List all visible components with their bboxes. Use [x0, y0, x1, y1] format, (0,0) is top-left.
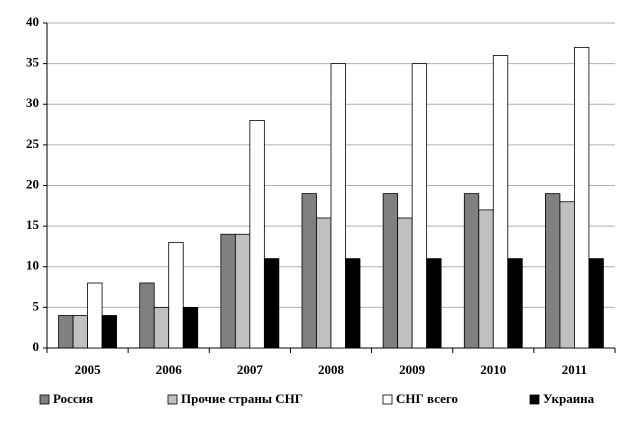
- bar: [588, 258, 604, 349]
- bar: [463, 193, 480, 349]
- x-tick-label: 2005: [75, 362, 102, 377]
- bar: [301, 193, 317, 349]
- bar: [316, 217, 332, 349]
- bar: [249, 120, 265, 349]
- bar: [507, 258, 523, 349]
- x-tick-label: 2006: [156, 362, 183, 377]
- y-tick-label: 25: [26, 136, 40, 151]
- bar: [559, 201, 575, 349]
- bar: [382, 193, 399, 349]
- x-tick-label: 2010: [480, 362, 506, 377]
- y-tick-label: 35: [26, 55, 40, 70]
- y-tick-label: 20: [26, 176, 39, 191]
- x-tick-label: 2009: [399, 362, 426, 377]
- legend-swatch: [39, 394, 50, 405]
- y-tick-label: 30: [26, 95, 39, 110]
- bar: [330, 63, 346, 349]
- bar: [87, 282, 103, 349]
- y-tick-label: 10: [26, 258, 39, 273]
- bar: [478, 209, 494, 349]
- x-tick-label: 2011: [562, 362, 587, 377]
- y-tick-label: 0: [33, 339, 40, 354]
- bar: [411, 63, 428, 349]
- legend-label: Прочие страны СНГ: [181, 391, 303, 406]
- bar: [101, 315, 117, 349]
- bar: [397, 217, 413, 349]
- bar: [234, 233, 251, 349]
- x-tick-label: 2008: [318, 362, 345, 377]
- bar: [139, 282, 155, 349]
- x-tick-label: 2007: [237, 362, 264, 377]
- bar: [220, 233, 236, 349]
- legend-swatch: [529, 394, 540, 405]
- y-tick-label: 15: [26, 217, 40, 232]
- legend-label: СНГ всего: [396, 391, 458, 406]
- y-tick-label: 40: [26, 14, 39, 29]
- bar: [58, 315, 74, 349]
- bar: [153, 306, 170, 349]
- legend-swatch: [167, 394, 178, 405]
- bar: [545, 193, 561, 349]
- y-tick-label: 5: [33, 298, 40, 313]
- bar: [182, 306, 199, 349]
- bar: [72, 315, 88, 349]
- bar: [263, 258, 280, 349]
- bar: [345, 258, 361, 349]
- bar: [168, 241, 184, 349]
- bar: [574, 46, 590, 349]
- bar: [426, 258, 442, 349]
- bar: [492, 55, 509, 349]
- legend-label: Россия: [53, 391, 93, 406]
- legend-label: Украина: [543, 391, 595, 406]
- legend-swatch: [382, 394, 393, 405]
